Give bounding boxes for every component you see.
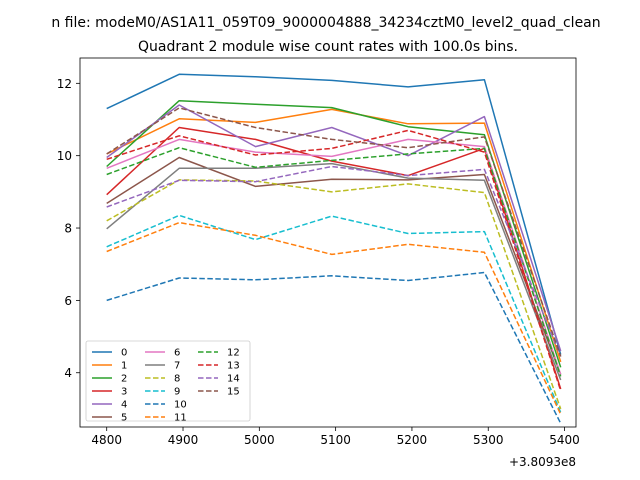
y-tick-label: 12 — [57, 77, 72, 91]
series-line-9 — [106, 214, 562, 413]
legend-label-1: 1 — [121, 361, 127, 372]
series-line-13 — [106, 129, 562, 392]
series-line-10 — [106, 271, 562, 424]
legend-label-7: 7 — [174, 361, 180, 372]
legend-label-12: 12 — [227, 348, 240, 359]
series-line-2 — [106, 99, 562, 368]
plot-area: 4800 4900 5000 5100 5200 5300 5400+3.8093e8468… — [57, 57, 580, 469]
x-tick-label: 5200 — [397, 433, 428, 447]
y-tick-label: 8 — [64, 222, 72, 236]
x-offset-label: +3.8093e8 — [509, 455, 576, 469]
legend-label-9: 9 — [174, 387, 180, 398]
series-line-7 — [106, 162, 562, 381]
y-tick-label: 10 — [57, 149, 72, 163]
legend-label-2: 2 — [121, 374, 127, 385]
legend-label-8: 8 — [174, 374, 180, 385]
x-tick-label: 4900 — [168, 433, 199, 447]
chart-title: Quadrant 2 module wise count rates with … — [138, 39, 518, 55]
legend-box — [85, 340, 251, 422]
legend-label-4: 4 — [121, 400, 127, 411]
legend-label-5: 5 — [121, 413, 127, 424]
legend-label-6: 6 — [174, 348, 180, 359]
series-line-4 — [106, 104, 562, 352]
figure-suptitle: n file: modeM0/AS1A11_059T09_9000004888_… — [51, 15, 600, 31]
legend-label-10: 10 — [174, 400, 187, 411]
y-tick-label: 6 — [64, 294, 72, 308]
x-tick-label: 4800 — [91, 433, 122, 447]
axes-frame — [79, 57, 577, 428]
legend-label-15: 15 — [227, 387, 240, 398]
legend-label-11: 11 — [174, 413, 187, 424]
series-line-12 — [106, 146, 562, 377]
series-line-1 — [106, 108, 562, 363]
x-tick-label: 5000 — [244, 433, 275, 447]
series-line-0 — [106, 73, 562, 355]
series-line-6 — [106, 138, 562, 375]
x-tick-label: 5400 — [549, 433, 580, 447]
series-line-5 — [106, 156, 562, 375]
series-line-15 — [106, 107, 562, 357]
series-line-11 — [106, 221, 562, 415]
legend-label-13: 13 — [227, 361, 240, 372]
legend-label-14: 14 — [227, 374, 240, 385]
y-tick-label: 4 — [64, 366, 72, 380]
legend-label-3: 3 — [121, 387, 127, 398]
x-tick-label: 5100 — [320, 433, 351, 447]
x-tick-label: 5300 — [473, 433, 504, 447]
series-line-14 — [106, 165, 562, 357]
legend-label-0: 0 — [121, 348, 127, 359]
